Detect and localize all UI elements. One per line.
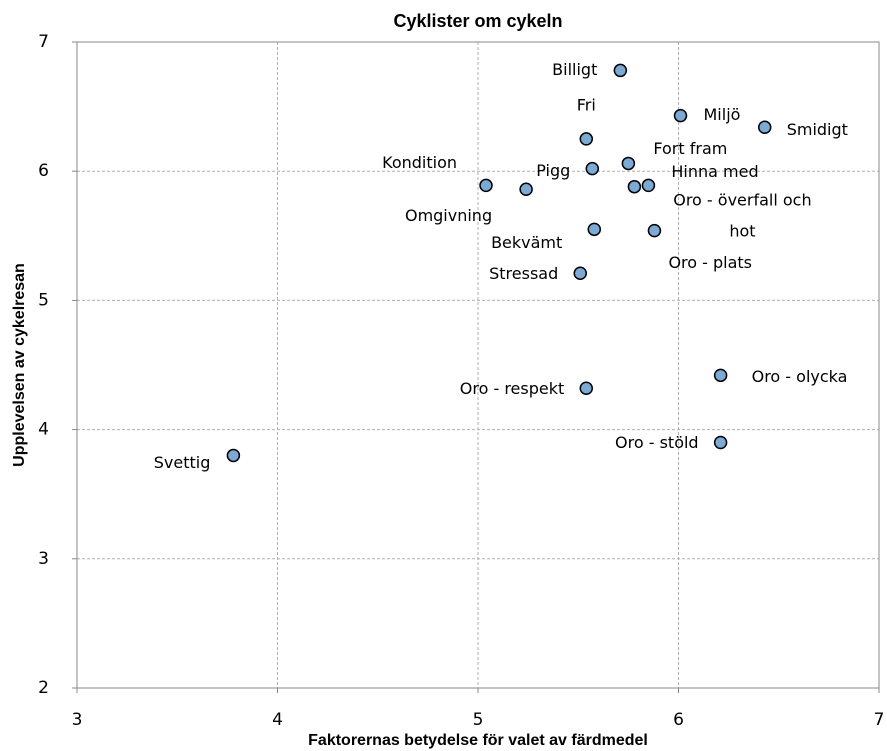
point-label: Billigt bbox=[552, 60, 597, 79]
point bbox=[479, 178, 493, 193]
x-axis-label: Faktorernas betydelse för valet av färdm… bbox=[308, 732, 648, 749]
point bbox=[713, 435, 728, 450]
point-label: Miljö bbox=[704, 105, 741, 124]
point bbox=[647, 223, 662, 238]
point bbox=[641, 178, 656, 193]
chart-title: Cyklister om cykeln bbox=[393, 11, 562, 31]
y-tick-label: 6 bbox=[38, 161, 49, 181]
y-tick-label: 2 bbox=[38, 678, 49, 698]
point bbox=[579, 381, 594, 396]
y-tick-label: 5 bbox=[38, 290, 49, 310]
point-label: Hinna med bbox=[671, 162, 758, 181]
point-label: Fri bbox=[577, 95, 596, 114]
point bbox=[713, 368, 728, 383]
point-label: Oro - olycka bbox=[752, 367, 848, 386]
point-label: Pigg bbox=[536, 161, 570, 180]
point bbox=[613, 63, 628, 78]
point bbox=[627, 179, 642, 194]
y-tick-label: 3 bbox=[38, 549, 49, 569]
y-tick-label: 7 bbox=[38, 32, 49, 52]
x-tick-label: 4 bbox=[272, 710, 283, 730]
point bbox=[573, 266, 588, 281]
x-tick-label: 7 bbox=[874, 710, 885, 730]
x-tick-label: 6 bbox=[673, 710, 684, 730]
x-tick-label: 3 bbox=[72, 710, 83, 730]
point-label: Stressad bbox=[489, 264, 558, 283]
y-axis-label: Upplevelsen av cykelresan bbox=[11, 263, 28, 467]
point-label: Oro - stöld bbox=[615, 433, 699, 452]
point-label: Bekvämt bbox=[491, 233, 562, 252]
point-label: Oro - plats bbox=[668, 253, 752, 272]
plot-frame bbox=[76, 41, 880, 689]
x-tick-label: 5 bbox=[473, 710, 484, 730]
point bbox=[673, 108, 688, 123]
point bbox=[579, 132, 594, 146]
point-label: Smidigt bbox=[787, 120, 848, 139]
point-label: Oro - respekt bbox=[460, 379, 565, 398]
y-tick-label: 4 bbox=[38, 420, 49, 440]
point-label: Oro - överfall och hot bbox=[673, 190, 811, 240]
point bbox=[757, 120, 772, 135]
point bbox=[519, 182, 533, 197]
point bbox=[587, 222, 602, 237]
point bbox=[621, 156, 636, 171]
point bbox=[585, 161, 600, 176]
point-label: Omgivning bbox=[405, 206, 492, 225]
point bbox=[226, 448, 241, 463]
point-label: Svettig bbox=[154, 453, 211, 472]
point-label: Fort fram bbox=[653, 139, 727, 158]
point-label: Kondition bbox=[382, 153, 457, 172]
